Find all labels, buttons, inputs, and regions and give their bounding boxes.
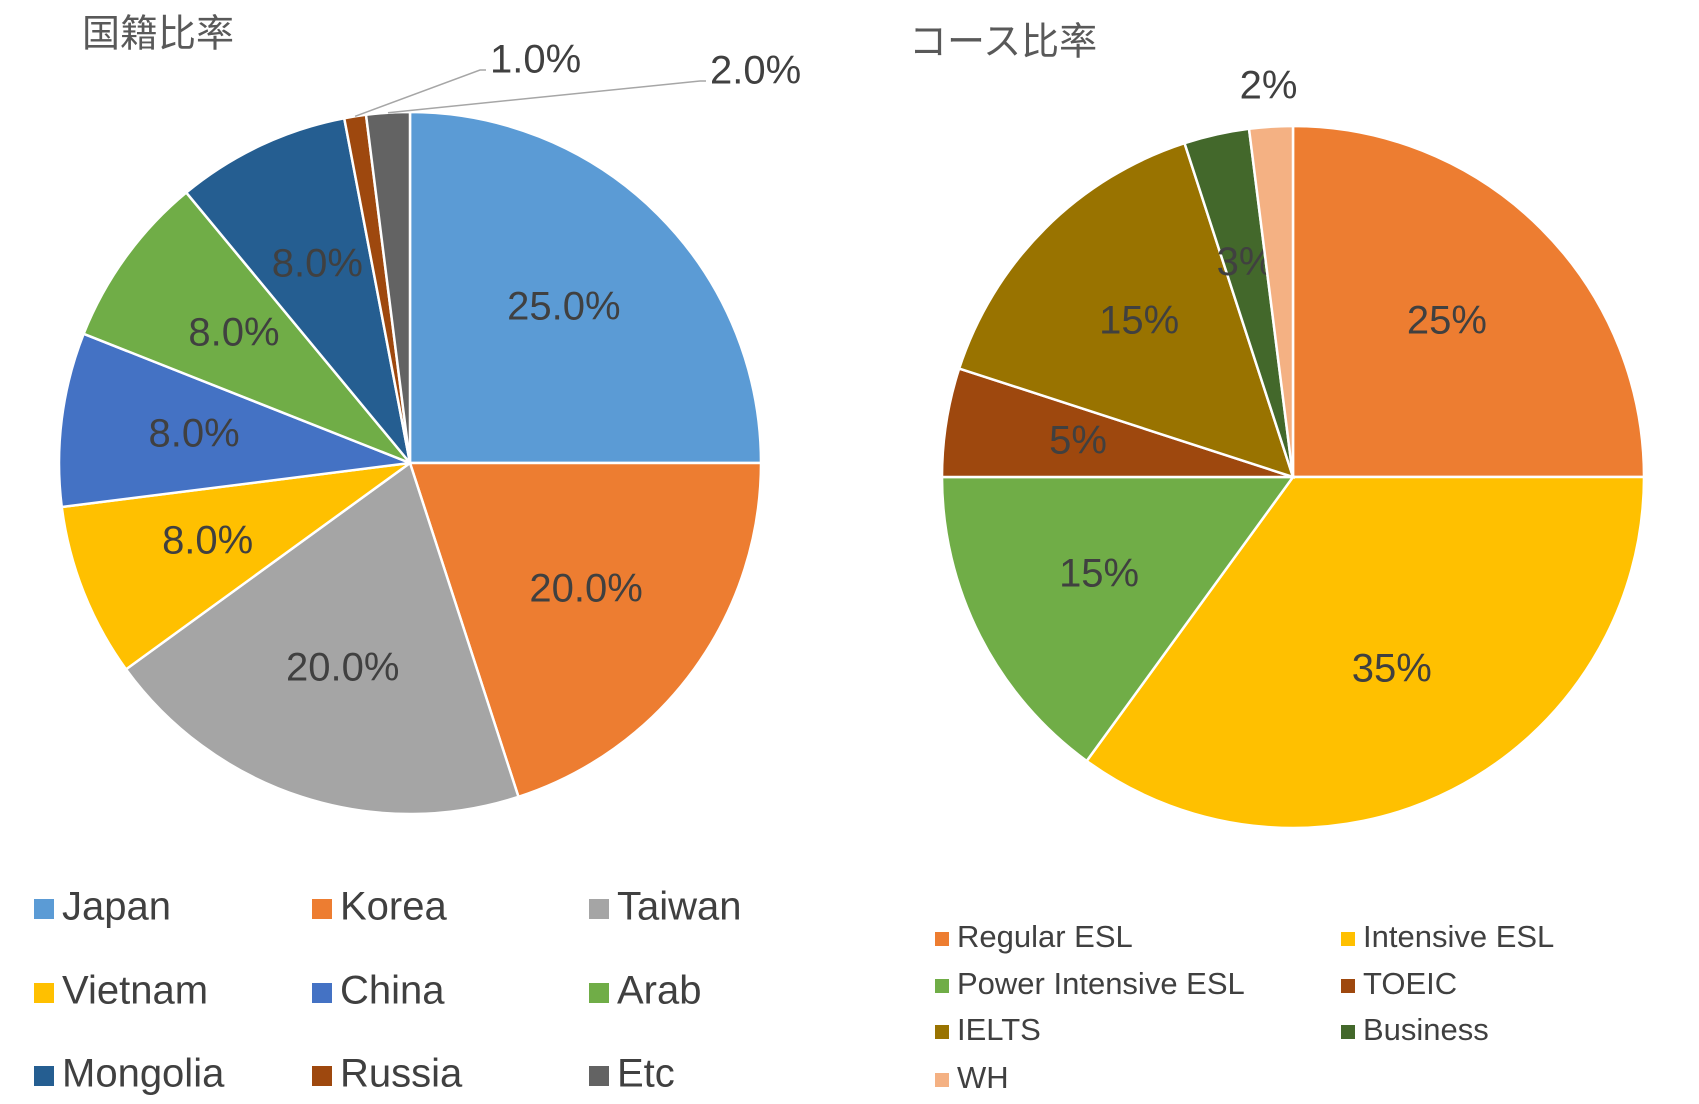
data-label: 20.0% [286, 646, 399, 690]
legend-label: China [340, 969, 445, 1013]
pie-slice [1084, 475, 1646, 830]
data-label: 8.0% [162, 519, 253, 563]
data-label: 2% [1240, 64, 1298, 108]
chart-title: コース比率 [909, 20, 1097, 64]
data-label: 15% [1099, 299, 1179, 343]
data-label: 35% [1352, 646, 1432, 690]
legend-swatch [312, 899, 332, 919]
data-label: 25.0% [507, 285, 620, 329]
legend-label: Intensive ESL [1363, 919, 1554, 954]
legend-label: Taiwan [617, 885, 742, 929]
legend-swatch [589, 983, 609, 1003]
legend-label: WH [957, 1060, 1009, 1095]
pie-slice [408, 110, 763, 465]
legend-label: Business [1363, 1012, 1489, 1047]
data-label: 8.0% [272, 242, 363, 286]
legend-label: Power Intensive ESL [957, 966, 1245, 1001]
pie-slice [57, 332, 411, 509]
legend-swatch [34, 899, 54, 919]
leader-line [387, 80, 706, 114]
pie-slice [1291, 124, 1646, 479]
pie-slice [124, 460, 521, 816]
legend-swatch [312, 1066, 332, 1086]
legend-swatch [935, 1025, 949, 1039]
legend-swatch [935, 979, 949, 993]
data-label: 20.0% [529, 566, 642, 610]
pie-slice [940, 475, 1296, 763]
legend-label: Japan [62, 885, 171, 929]
legend-swatch [935, 932, 949, 946]
legend-swatch [312, 983, 332, 1003]
legend-label: Russia [340, 1052, 463, 1096]
legend-label: Korea [340, 885, 447, 929]
legend-label: Regular ESL [957, 919, 1133, 954]
legend-swatch [1341, 932, 1355, 946]
data-label: 8.0% [149, 411, 240, 455]
pie-slice [82, 190, 411, 465]
data-label: 25% [1407, 299, 1487, 343]
pie-slice [957, 141, 1295, 479]
legend-label: Etc [617, 1052, 675, 1096]
data-label: 15% [1059, 551, 1139, 595]
legend-swatch [34, 1066, 54, 1086]
legend-swatch [1341, 979, 1355, 993]
legend-label: TOEIC [1363, 966, 1457, 1001]
pie-slice [60, 461, 411, 672]
pie-slice [408, 461, 763, 799]
data-label: 1.0% [490, 38, 581, 82]
legend-swatch [589, 1066, 609, 1086]
legend-label: IELTS [957, 1012, 1041, 1047]
legend-label: Arab [617, 969, 702, 1013]
legend-swatch [1341, 1025, 1355, 1039]
chart-title: 国籍比率 [82, 12, 234, 56]
legend-swatch [935, 1073, 949, 1087]
data-label: 5% [1049, 419, 1107, 463]
pie-slice [364, 110, 412, 464]
legend-swatch [34, 983, 54, 1003]
legend-label: Mongolia [62, 1052, 225, 1096]
legend-swatch [589, 899, 609, 919]
data-label: 8.0% [188, 311, 279, 355]
leader-line [354, 69, 486, 118]
data-label: 2.0% [710, 49, 801, 93]
pie-slice [1247, 124, 1295, 478]
legend-label: Vietnam [62, 969, 208, 1013]
pie-slice [184, 116, 412, 464]
